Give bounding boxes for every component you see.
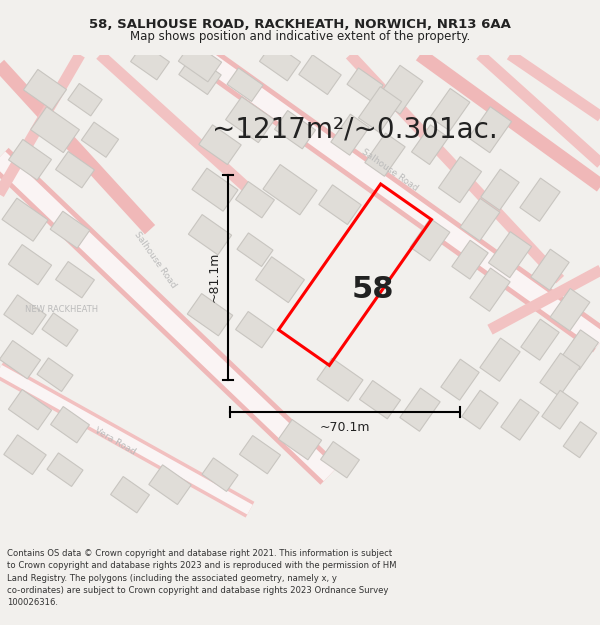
Polygon shape <box>439 157 482 202</box>
Polygon shape <box>521 319 559 360</box>
Polygon shape <box>31 107 79 152</box>
Polygon shape <box>540 353 580 396</box>
Polygon shape <box>199 125 241 164</box>
Polygon shape <box>188 214 232 255</box>
Text: 58, SALHOUSE ROAD, RACKHEATH, NORWICH, NR13 6AA: 58, SALHOUSE ROAD, RACKHEATH, NORWICH, N… <box>89 18 511 31</box>
Polygon shape <box>2 198 48 241</box>
Polygon shape <box>481 169 519 210</box>
Text: ~70.1m: ~70.1m <box>320 421 370 434</box>
Polygon shape <box>256 257 304 302</box>
Polygon shape <box>520 178 560 221</box>
Polygon shape <box>37 358 73 391</box>
Polygon shape <box>8 139 52 180</box>
Polygon shape <box>331 114 369 155</box>
Polygon shape <box>358 87 401 132</box>
Text: 58: 58 <box>352 275 394 304</box>
Polygon shape <box>563 422 597 457</box>
Polygon shape <box>274 111 316 149</box>
Polygon shape <box>237 233 273 266</box>
Polygon shape <box>412 125 448 164</box>
Polygon shape <box>263 164 317 215</box>
Polygon shape <box>278 419 322 460</box>
Polygon shape <box>68 84 102 116</box>
Polygon shape <box>410 219 450 261</box>
Polygon shape <box>319 185 361 224</box>
Polygon shape <box>50 406 89 443</box>
Polygon shape <box>131 44 169 80</box>
Polygon shape <box>23 69 67 110</box>
Polygon shape <box>501 399 539 440</box>
Polygon shape <box>226 97 274 142</box>
Text: Vera Road: Vera Road <box>93 426 137 457</box>
Polygon shape <box>56 261 94 298</box>
Text: ~1217m²/~0.301ac.: ~1217m²/~0.301ac. <box>212 116 498 144</box>
Polygon shape <box>8 244 52 285</box>
Polygon shape <box>259 42 301 81</box>
Polygon shape <box>149 465 191 504</box>
Polygon shape <box>441 359 479 400</box>
Polygon shape <box>299 55 341 94</box>
Polygon shape <box>377 65 423 114</box>
Polygon shape <box>47 453 83 486</box>
Polygon shape <box>4 435 46 474</box>
Polygon shape <box>50 211 90 248</box>
Polygon shape <box>470 268 510 311</box>
Polygon shape <box>430 89 470 131</box>
Polygon shape <box>0 341 41 379</box>
Text: Salhouse Road: Salhouse Road <box>132 230 178 289</box>
Polygon shape <box>469 107 512 152</box>
Polygon shape <box>550 289 590 331</box>
Polygon shape <box>56 151 94 188</box>
Polygon shape <box>236 311 274 348</box>
Polygon shape <box>178 41 221 82</box>
Polygon shape <box>480 338 520 381</box>
Text: NEW RACKHEATH: NEW RACKHEATH <box>25 305 98 314</box>
Polygon shape <box>236 181 274 218</box>
Polygon shape <box>110 476 149 513</box>
Text: Contains OS data © Crown copyright and database right 2021. This information is : Contains OS data © Crown copyright and d… <box>7 549 397 607</box>
Polygon shape <box>400 388 440 431</box>
Polygon shape <box>462 390 498 429</box>
Polygon shape <box>42 313 78 346</box>
Polygon shape <box>452 240 488 279</box>
Polygon shape <box>562 330 598 369</box>
Polygon shape <box>531 249 569 290</box>
Polygon shape <box>187 294 233 336</box>
Polygon shape <box>347 68 383 101</box>
Polygon shape <box>4 295 46 334</box>
Polygon shape <box>8 389 52 430</box>
Polygon shape <box>320 441 359 478</box>
Polygon shape <box>239 436 281 474</box>
Polygon shape <box>359 381 401 419</box>
Polygon shape <box>542 390 578 429</box>
Polygon shape <box>227 68 263 101</box>
Polygon shape <box>82 122 119 158</box>
Polygon shape <box>192 168 238 211</box>
Text: Map shows position and indicative extent of the property.: Map shows position and indicative extent… <box>130 30 470 43</box>
Polygon shape <box>488 232 532 278</box>
Text: Salhouse Road: Salhouse Road <box>360 147 420 192</box>
Polygon shape <box>365 133 405 176</box>
Polygon shape <box>179 55 221 94</box>
Polygon shape <box>460 199 500 241</box>
Polygon shape <box>202 458 238 491</box>
Text: ~81.1m: ~81.1m <box>208 252 221 302</box>
Polygon shape <box>317 358 363 401</box>
